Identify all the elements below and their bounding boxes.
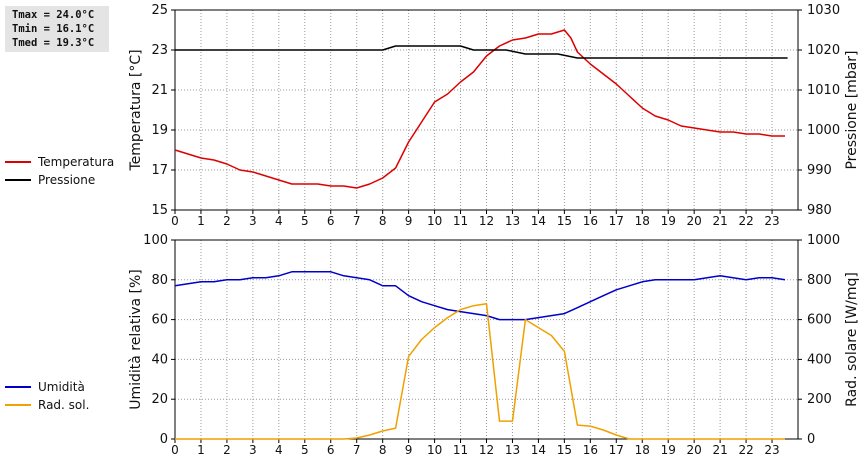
temperature-pressure-panel: 0 1 2 3 4 5 6 7 8 9 10 11 12 13 14 15 16 17 18 19 20 21 22 2315…	[5, 3, 860, 228]
x-tick-label: 16	[583, 443, 598, 457]
x-tick-label: 8	[379, 443, 387, 457]
y2-tick-label: 800	[807, 273, 832, 288]
series-line-pressione	[175, 45, 788, 59]
x-tick-label: 4	[275, 214, 283, 228]
y2-tick-label: 980	[807, 203, 832, 218]
y-axis-label: Umidità relativa [%]	[128, 269, 144, 410]
y-tick-label: 19	[151, 123, 168, 138]
y2-axis-label: Pressione [mbar]	[844, 50, 860, 169]
x-tick-label: 10	[427, 443, 442, 457]
x-tick-label: 2	[223, 443, 231, 457]
x-tick-label: 15	[557, 214, 572, 228]
humidity-radiation-panel: 0 1 2 3 4 5 6 7 8 9 10 11 12 13 14 15 16 17 18 19 20 21 22 2302…	[5, 233, 860, 457]
x-tick-label: 22	[738, 214, 753, 228]
x-tick-label: 7	[353, 443, 361, 457]
x-tick-label: 0	[171, 214, 179, 228]
x-tick-label: 4	[275, 443, 283, 457]
y2-tick-label: 1000	[807, 233, 840, 248]
stats-box: Tmax = 24.0°C Tmin = 16.1°C Tmed = 19.3°…	[5, 6, 109, 52]
x-tick-label: 18	[635, 443, 650, 457]
y2-tick-label: 990	[807, 163, 832, 178]
x-tick-label: 14	[531, 214, 546, 228]
x-tick-label: 8	[379, 214, 387, 228]
x-tick-label: 18	[635, 214, 650, 228]
y-axis-label: Temperatura [°C]	[128, 49, 144, 171]
x-tick-label: 12	[479, 443, 494, 457]
x-tick-label: 6	[327, 214, 335, 228]
x-tick-label: 11	[453, 214, 468, 228]
x-tick-label: 1	[197, 214, 205, 228]
y-tick-label: 21	[151, 83, 168, 98]
x-tick-label: 9	[405, 443, 413, 457]
series-line-umidita	[174, 271, 786, 321]
x-tick-label: 16	[583, 214, 598, 228]
x-tick-label: 22	[738, 443, 753, 457]
x-tick-label: 20	[687, 214, 702, 228]
legend-label-umidita: Umidità	[38, 380, 85, 394]
y-tick-label: 0	[160, 432, 168, 447]
y-tick-label: 60	[151, 313, 168, 328]
x-tick-label: 9	[405, 214, 413, 228]
x-tick-label: 21	[712, 443, 727, 457]
x-tick-label: 17	[609, 443, 624, 457]
stat-tmed: Tmed = 19.3°C	[12, 37, 95, 49]
y-tick-label: 20	[151, 392, 168, 407]
y-tick-label: 80	[151, 273, 168, 288]
x-tick-label: 20	[687, 443, 702, 457]
x-tick-label: 21	[712, 214, 727, 228]
x-tick-label: 12	[479, 214, 494, 228]
y-tick-label: 17	[151, 163, 168, 178]
y2-axis-label: Rad. solare [W/mq]	[844, 272, 860, 407]
x-tick-label: 0	[171, 443, 179, 457]
x-tick-label: 10	[427, 214, 442, 228]
x-tick-label: 15	[557, 443, 572, 457]
series-line-temperatura	[174, 29, 785, 189]
y2-tick-label: 200	[807, 392, 832, 407]
x-tick-label: 6	[327, 443, 335, 457]
y2-tick-label: 400	[807, 352, 832, 367]
y-tick-label: 25	[151, 3, 168, 18]
series-line-rad-sol	[175, 302, 785, 440]
x-tick-label: 17	[609, 214, 624, 228]
y2-tick-label: 1000	[807, 123, 840, 138]
y-tick-label: 100	[143, 233, 168, 248]
x-tick-label: 13	[505, 214, 520, 228]
x-tick-label: 13	[505, 443, 520, 457]
y2-tick-label: 0	[807, 432, 815, 447]
x-tick-label: 23	[764, 443, 779, 457]
y-tick-label: 40	[151, 352, 168, 367]
y2-tick-label: 1030	[807, 3, 840, 18]
y-tick-label: 15	[151, 203, 168, 218]
legend-label-temperatura: Temperatura	[37, 155, 114, 169]
x-tick-label: 19	[661, 214, 676, 228]
x-tick-label: 1	[197, 443, 205, 457]
legend-label-pressione: Pressione	[38, 173, 95, 187]
y2-tick-label: 1010	[807, 83, 840, 98]
x-tick-label: 2	[223, 214, 231, 228]
x-tick-label: 5	[301, 214, 309, 228]
x-tick-label: 23	[764, 214, 779, 228]
x-tick-label: 5	[301, 443, 309, 457]
x-tick-label: 14	[531, 443, 546, 457]
x-tick-label: 19	[661, 443, 676, 457]
x-tick-label: 3	[249, 443, 257, 457]
x-tick-label: 7	[353, 214, 361, 228]
y2-tick-label: 1020	[807, 43, 840, 58]
stat-tmin: Tmin = 16.1°C	[12, 23, 95, 35]
y-tick-label: 23	[151, 43, 168, 58]
x-tick-label: 3	[249, 214, 257, 228]
x-tick-label: 11	[453, 443, 468, 457]
legend-label-rad-sol: Rad. sol.	[38, 398, 89, 412]
stat-tmax: Tmax = 24.0°C	[12, 9, 95, 21]
y2-tick-label: 600	[807, 313, 832, 328]
